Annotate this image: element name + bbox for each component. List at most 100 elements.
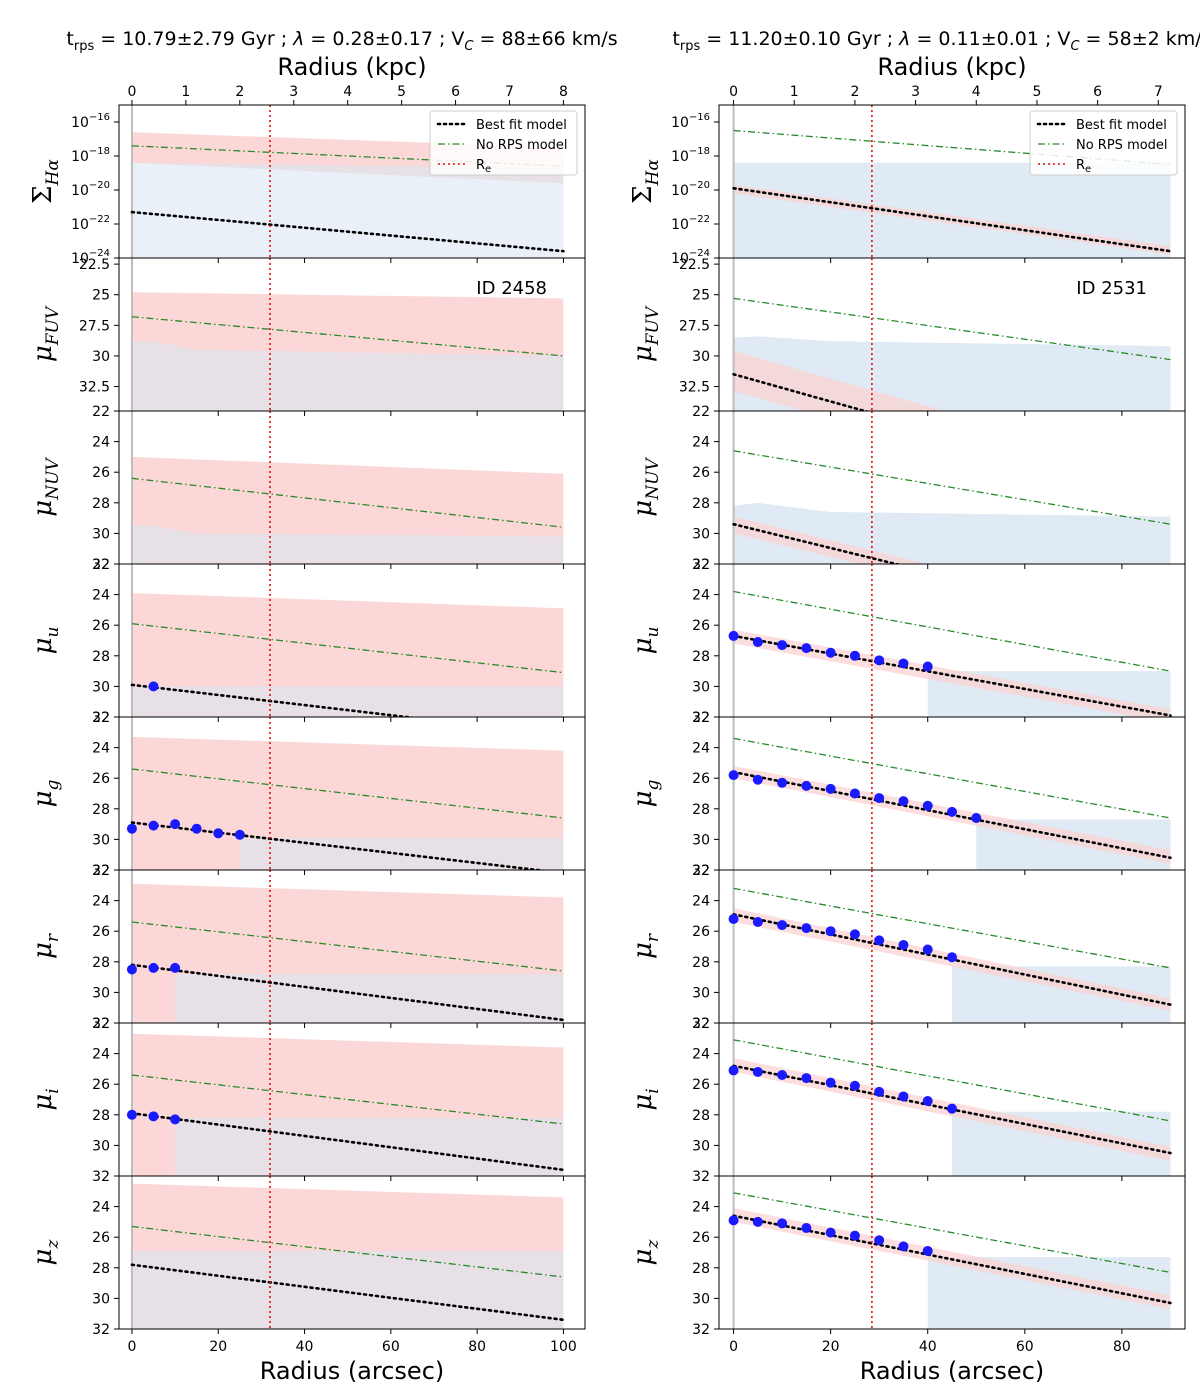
- observed-point: [728, 913, 739, 924]
- y-tick-label: 24: [92, 588, 110, 604]
- observed-limit-band: [733, 671, 1171, 717]
- y-tick-label: 26: [92, 618, 110, 634]
- panel-plot-area: [126, 1023, 565, 1176]
- chart-title: trps = 11.20±0.10 Gyr ; λ = 0.11±0.01 ; …: [672, 28, 1200, 54]
- panel-frame: [718, 1175, 1186, 1330]
- observed-point: [170, 1114, 181, 1125]
- y-tick-label: 22.5: [79, 257, 110, 273]
- observed-point: [898, 1091, 909, 1102]
- observed-point: [849, 1080, 860, 1091]
- observed-point: [777, 640, 788, 651]
- panel-plot-area: [728, 1176, 1172, 1329]
- chart-column-1: trps = 10.79±2.79 Gyr ; λ = 0.28±0.17 ; …: [28, 28, 618, 1385]
- legend: Best fit model No RPS model Re: [429, 110, 578, 176]
- observed-point: [825, 926, 836, 937]
- observed-point: [849, 650, 860, 661]
- observed-point: [126, 823, 137, 834]
- galaxy-id-label: ID 2531: [1076, 278, 1147, 299]
- panel-plot-area: [728, 717, 1172, 870]
- panel-plot-area: [732, 411, 1171, 564]
- legend-best-label: Best fit model: [1076, 118, 1167, 133]
- observed-limit-band: [131, 974, 564, 1023]
- observed-point: [126, 964, 137, 975]
- panel-plot-area: [130, 258, 564, 411]
- top-tick-label: 5: [1032, 84, 1041, 100]
- y-tick-label: 32.5: [79, 380, 110, 396]
- legend-norps-label: No RPS model: [1076, 138, 1168, 153]
- best-fit-model-line: [732, 187, 1172, 253]
- y-tick-label: 10−18: [671, 146, 710, 165]
- observed-point: [849, 1230, 860, 1241]
- observed-point: [234, 829, 245, 840]
- panel-nuv: 22 24 26 28 30 32 μNUV: [28, 404, 586, 573]
- observed-point: [922, 661, 933, 672]
- y-tick-label: 26: [692, 465, 710, 481]
- observed-point: [752, 1216, 763, 1227]
- y-axis-label: μi: [628, 1088, 663, 1110]
- y-tick-label: 26: [692, 1230, 710, 1246]
- y-tick-label: 32: [692, 1169, 710, 1185]
- legend-best-label: Best fit model: [476, 118, 567, 133]
- x-tick-label: 0: [127, 1339, 136, 1355]
- y-tick-label: 10−24: [71, 248, 110, 267]
- top-tick-label: 0: [729, 84, 738, 100]
- observed-point: [849, 929, 860, 940]
- no-rps-model-line: [733, 887, 1171, 969]
- top-tick-label: 6: [451, 84, 460, 100]
- panel-frame: [118, 1175, 586, 1330]
- y-tick-label: 10−24: [671, 248, 710, 267]
- observed-limit-band: [131, 686, 564, 717]
- y-tick-label: 30: [92, 832, 110, 848]
- x-tick-label: 40: [296, 1339, 314, 1355]
- no-rps-model-line: [733, 1039, 1171, 1122]
- y-tick-label: 24: [92, 894, 110, 910]
- y-tick-label: 30: [92, 1291, 110, 1307]
- top-tick-label: 0: [127, 84, 136, 100]
- top-tick-label: 4: [972, 84, 981, 100]
- observed-point: [922, 1245, 933, 1256]
- y-tick-label: 26: [92, 1230, 110, 1246]
- y-tick-label: 22: [692, 863, 710, 879]
- observed-point: [777, 777, 788, 788]
- observed-point: [148, 1111, 159, 1122]
- best-fit-model-line: [130, 963, 565, 1022]
- y-tick-label: 30: [92, 349, 110, 365]
- y-axis-label: μu: [628, 627, 663, 655]
- observed-limit-band: [131, 162, 564, 258]
- y-tick-label: 24: [692, 435, 710, 451]
- observed-point: [922, 1096, 933, 1107]
- no-rps-model-line: [733, 297, 1171, 361]
- x-axis-title: Radius (arcsec): [260, 1357, 445, 1385]
- panel-plot-area: [130, 564, 564, 717]
- y-tick-label: 32: [692, 863, 710, 879]
- observed-limit-band: [131, 525, 564, 564]
- top-tick-label: 6: [1093, 84, 1102, 100]
- x-axis-title: Radius (arcsec): [860, 1357, 1045, 1385]
- y-tick-label: 30: [692, 349, 710, 365]
- y-tick-label: 26: [692, 924, 710, 940]
- best-fit-model-line: [130, 210, 565, 253]
- y-tick-label: 28: [692, 496, 710, 512]
- y-tick-label: 22: [92, 1016, 110, 1032]
- y-axis-label: μr: [28, 933, 63, 959]
- panel-plot-area: [130, 1176, 565, 1329]
- top-axis-title: Radius (kpc): [277, 53, 426, 81]
- y-tick-label: 24: [92, 1200, 110, 1216]
- observed-point: [922, 800, 933, 811]
- x-tick-label: 80: [468, 1339, 486, 1355]
- top-tick-label: 7: [505, 84, 514, 100]
- y-tick-label: 10−18: [71, 146, 110, 165]
- y-tick-label: 30: [92, 1138, 110, 1154]
- y-axis-label: μi: [28, 1088, 63, 1110]
- no-rps-model-line: [733, 1192, 1171, 1274]
- galaxy-id-label: ID 2458: [476, 278, 547, 299]
- best-fit-model-line: [130, 821, 549, 870]
- y-tick-label: 26: [692, 771, 710, 787]
- panel-g: 22 24 26 28 30 32 μg: [28, 710, 586, 879]
- panel-ha: 10−16 10−18 10−20 10−22 10−24 ΣHα Best fit mod…: [28, 104, 586, 267]
- observed-point: [825, 1077, 836, 1088]
- observed-point: [898, 939, 909, 950]
- observed-point: [752, 1066, 763, 1077]
- y-tick-label: 30: [692, 832, 710, 848]
- legend-norps-label: No RPS model: [476, 138, 568, 153]
